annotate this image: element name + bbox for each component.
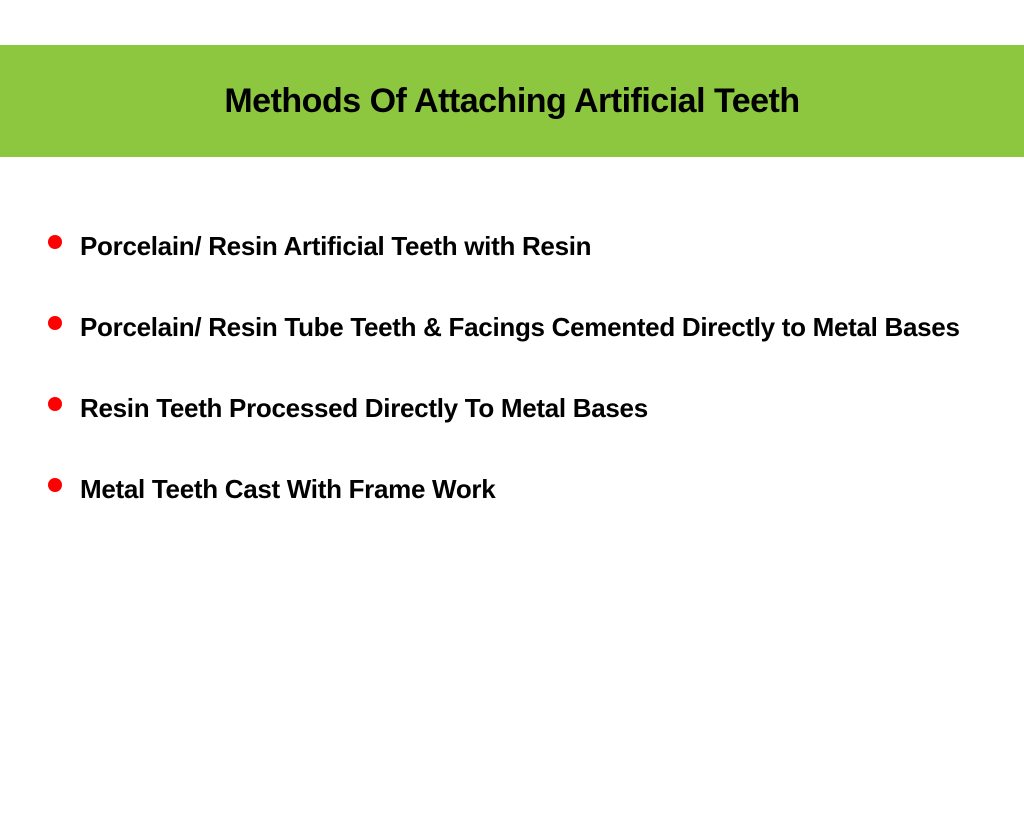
bullet-text: Metal Teeth Cast With Frame Work xyxy=(80,470,495,509)
list-item: Porcelain/ Resin Artificial Teeth with R… xyxy=(40,227,984,266)
list-item: Metal Teeth Cast With Frame Work xyxy=(40,470,984,509)
list-item: Porcelain/ Resin Tube Teeth & Facings Ce… xyxy=(40,308,984,347)
slide-title: Methods Of Attaching Artificial Teeth xyxy=(224,82,799,121)
title-bar: Methods Of Attaching Artificial Teeth xyxy=(0,45,1024,157)
list-item: Resin Teeth Processed Directly To Metal … xyxy=(40,389,984,428)
bullet-icon xyxy=(48,235,62,249)
bullet-icon xyxy=(48,397,62,411)
bullet-text: Porcelain/ Resin Artificial Teeth with R… xyxy=(80,227,591,266)
bullet-text: Porcelain/ Resin Tube Teeth & Facings Ce… xyxy=(80,308,960,347)
bullet-list: Porcelain/ Resin Artificial Teeth with R… xyxy=(0,157,1024,509)
bullet-text: Resin Teeth Processed Directly To Metal … xyxy=(80,389,648,428)
bullet-icon xyxy=(48,316,62,330)
bullet-icon xyxy=(48,478,62,492)
